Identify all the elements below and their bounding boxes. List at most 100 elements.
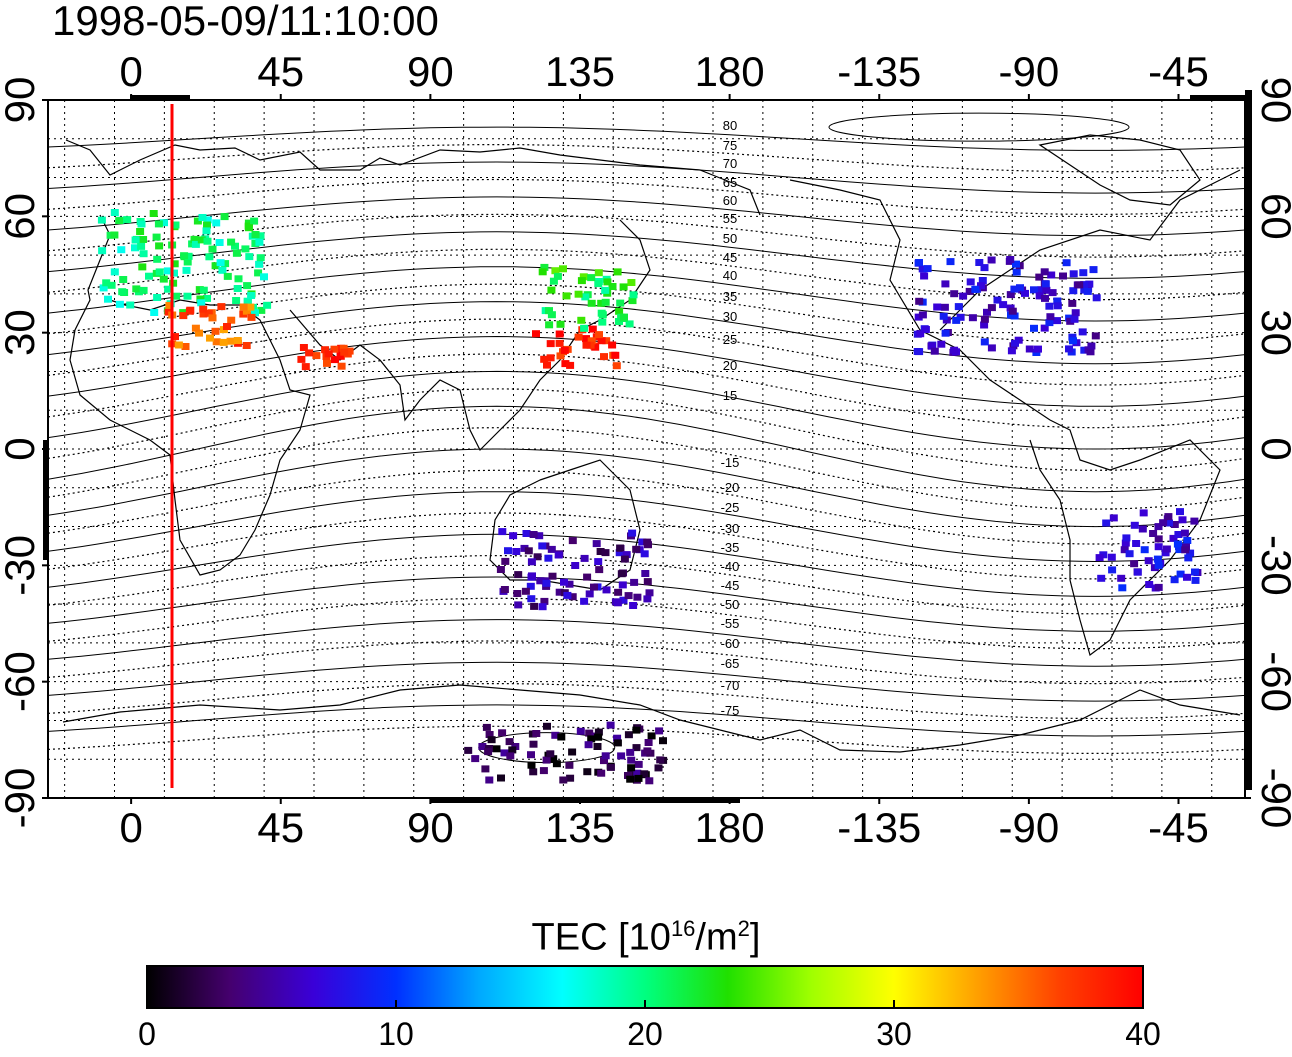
tec-cell — [1164, 513, 1173, 521]
magnetic-latitude-label: 25 — [723, 332, 737, 347]
colorbar-title: TEC [1016/m2] — [0, 905, 1292, 962]
tec-cell — [1069, 287, 1078, 295]
tec-cell — [1069, 270, 1078, 278]
tec-cell — [1183, 573, 1191, 581]
tec-cell — [196, 295, 205, 303]
tec-cell — [485, 776, 494, 784]
tec-cell — [1071, 309, 1080, 317]
tec-cell — [594, 728, 603, 736]
tec-cell — [1053, 302, 1062, 310]
tec-cell — [208, 314, 217, 322]
tec-cell — [622, 551, 631, 559]
tec-cell — [593, 743, 602, 750]
tec-cell — [987, 256, 996, 264]
tec-cell — [588, 325, 597, 333]
tec-cell — [598, 318, 607, 326]
tec-cell — [512, 548, 521, 555]
magnetic-latitude-label: 40 — [723, 268, 737, 283]
tec-cell — [1133, 568, 1142, 576]
left-axis-label: -30 — [0, 535, 43, 596]
tec-cell — [632, 726, 641, 734]
tec-cell — [965, 287, 974, 295]
tec-cell — [555, 588, 564, 596]
tec-cell — [1053, 297, 1062, 305]
tec-cell — [551, 267, 560, 275]
tec-cell — [645, 777, 654, 785]
tec-cell — [1139, 509, 1148, 517]
tec-cell — [1008, 307, 1017, 315]
tec-cell — [624, 592, 633, 600]
tec-cell — [136, 228, 145, 235]
tec-cell — [584, 741, 593, 749]
magnetic-latitude-label: 70 — [723, 156, 737, 171]
tec-cell — [628, 529, 637, 537]
tec-cell — [597, 299, 606, 307]
tec-cell — [915, 348, 924, 356]
tec-cell — [159, 275, 168, 283]
tec-cell — [155, 242, 164, 250]
tec-cell — [160, 219, 168, 227]
tec-cell — [643, 538, 652, 546]
magnetic-latitude-label: 50 — [723, 231, 737, 246]
tec-cell — [619, 596, 628, 604]
tec-cell — [921, 326, 930, 333]
tec-cell — [647, 732, 656, 740]
tec-cell — [1012, 268, 1021, 276]
tec-cell — [212, 338, 221, 346]
tec-cell — [1035, 292, 1044, 300]
tec-cell — [946, 258, 955, 266]
tec-cell — [1006, 256, 1015, 263]
tec-cell — [195, 329, 203, 337]
tec-cell — [115, 300, 124, 308]
tec-cell — [1080, 346, 1089, 354]
tec-cell — [568, 593, 577, 601]
tec-cell — [568, 537, 577, 545]
tec-cell — [301, 363, 310, 371]
magnetic-contour — [48, 196, 1245, 237]
tec-cell — [915, 297, 924, 305]
tec-cell — [601, 549, 610, 557]
tec-cell — [1145, 581, 1154, 588]
tec-cell — [629, 291, 638, 299]
tec-cell — [223, 323, 231, 330]
tec-cell — [1010, 285, 1019, 293]
tec-cell — [563, 591, 572, 599]
map-grid — [48, 100, 1245, 798]
tec-cell — [179, 312, 188, 320]
magnetic-contour — [48, 126, 1245, 151]
magnetic-latitude-label: -30 — [721, 521, 740, 536]
left-axis-label: 0 — [0, 437, 43, 460]
tec-cell — [505, 738, 514, 746]
tec-cell — [498, 528, 507, 536]
tec-cell — [626, 775, 635, 783]
magnetic-latitude-label: -50 — [721, 597, 740, 612]
tec-cell — [153, 294, 162, 301]
magnetic-latitude-label: -60 — [721, 636, 740, 651]
colorbar-title-prefix: TEC [10 — [531, 916, 671, 959]
top-axis-label: -90 — [999, 48, 1060, 95]
bottom-axis-label: 90 — [407, 804, 454, 851]
tec-cell — [1068, 333, 1077, 341]
tec-cell — [597, 309, 606, 317]
tec-cell — [538, 603, 547, 611]
tec-cell — [492, 745, 501, 753]
tec-cell — [659, 737, 667, 745]
tec-cell — [234, 275, 243, 283]
tec-cell — [603, 278, 612, 286]
tec-cell — [535, 532, 544, 540]
tec-cell — [549, 755, 558, 763]
tec-cell — [542, 579, 551, 587]
colorbar — [146, 965, 1144, 1009]
axis-labels: 0 45 90 135 180 -135 -90 -45 0 45 90 135 180 -135 -90 -… — [0, 48, 1292, 851]
left-axis-label: 60 — [0, 193, 43, 240]
tec-cell — [950, 290, 959, 298]
tec-cell — [1191, 576, 1200, 584]
magnetic-contour — [48, 682, 1245, 720]
magnetic-contour — [48, 248, 1245, 301]
colorbar-tick-label: 20 — [627, 1016, 663, 1052]
tec-cell — [164, 285, 173, 293]
tec-cell — [527, 558, 536, 566]
tec-cell — [1040, 324, 1049, 332]
tec-cell — [115, 217, 124, 225]
tec-cell — [620, 313, 628, 321]
